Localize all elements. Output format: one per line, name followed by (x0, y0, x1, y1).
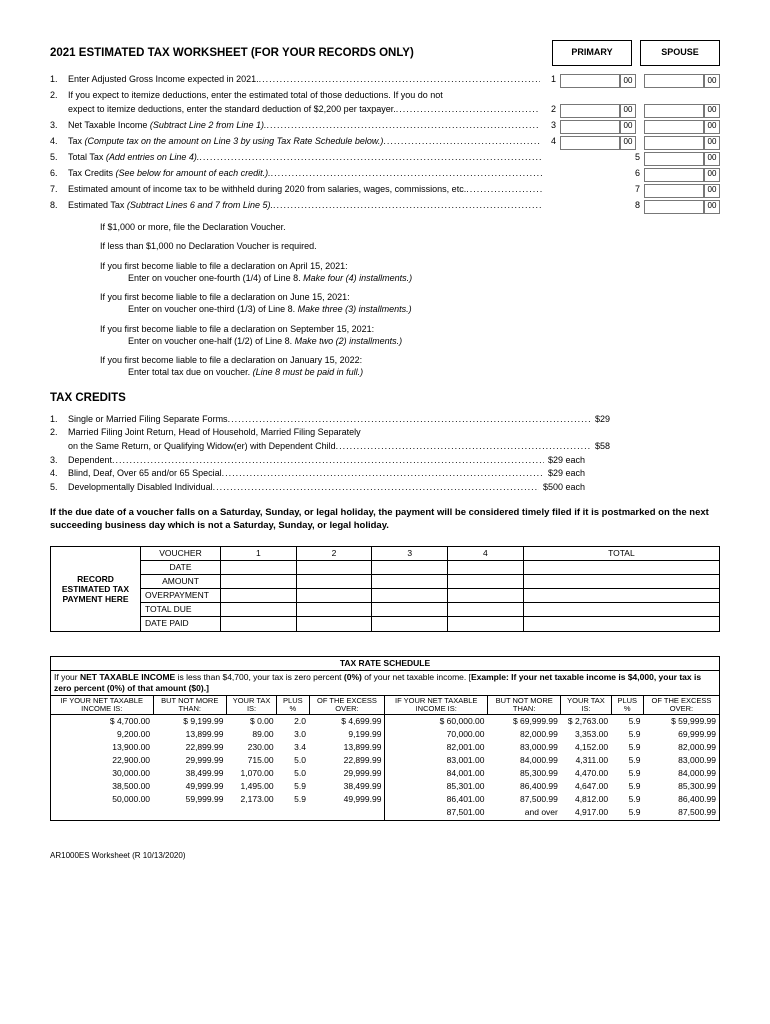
line-3-spouse-amt[interactable] (644, 120, 704, 134)
line-5: 5. Total Tax (Add entries on Line 4). 5 … (50, 152, 720, 166)
tax-credits-title: TAX CREDITS (50, 391, 720, 406)
form-footer: AR1000ES Worksheet (R 10/13/2020) (50, 851, 720, 861)
instr-0: If $1,000 or more, file the Declaration … (100, 222, 720, 234)
record-payment-table: RECORD ESTIMATED TAX PAYMENT HERE VOUCHE… (50, 546, 720, 631)
rate-title: TAX RATE SCHEDULE (51, 656, 720, 670)
line-2-primary-amt[interactable] (560, 104, 620, 118)
record-table-label: RECORD ESTIMATED TAX PAYMENT HERE (51, 547, 141, 631)
instr-4: If you first become liable to file a dec… (100, 324, 720, 347)
line-7: 7. Estimated amount of income tax to be … (50, 184, 720, 198)
line-4-primary-amt[interactable] (560, 136, 620, 150)
rate-intro: If your NET TAXABLE INCOME is less than … (51, 670, 720, 695)
rate-row: 50,000.0059,999.992,173.005.949,999.9986… (51, 793, 720, 806)
instr-1: If less than $1,000 no Declaration Vouch… (100, 241, 720, 253)
credit-5: 5. Developmentally Disabled Individual $… (50, 482, 720, 494)
line-8-amt[interactable] (644, 200, 704, 214)
line-4-spouse-amt[interactable] (644, 136, 704, 150)
line-4: 4. Tax (Compute tax on the amount on Lin… (50, 136, 720, 150)
worksheet-title: 2021 ESTIMATED TAX WORKSHEET (FOR YOUR R… (50, 40, 552, 61)
line-2b: expect to itemize deductions, enter the … (50, 104, 720, 118)
line-1: 1. Enter Adjusted Gross Income expected … (50, 74, 720, 88)
rate-row: $ 4,700.00$ 9,199.99$ 0.002.0$ 4,699.99$… (51, 715, 720, 729)
credit-1: 1. Single or Married Filing Separate For… (50, 414, 720, 426)
line-6: 6. Tax Credits (See below for amount of … (50, 168, 720, 182)
credit-2b: on the Same Return, or Qualifying Widow(… (50, 441, 720, 453)
instr-5: If you first become liable to file a dec… (100, 355, 720, 378)
instr-2: If you first become liable to file a dec… (100, 261, 720, 284)
line-8: 8. Estimated Tax (Subtract Lines 6 and 7… (50, 200, 720, 214)
due-date-note: If the due date of a voucher falls on a … (50, 506, 720, 533)
line-7-amt[interactable] (644, 184, 704, 198)
rate-headers: IF YOUR NET TAXABLE INCOME IS: BUT NOT M… (51, 695, 720, 715)
credit-2a: 2. Married Filing Joint Return, Head of … (50, 427, 720, 439)
credit-4: 4. Blind, Deaf, Over 65 and/or 65 Specia… (50, 468, 720, 480)
instr-3: If you first become liable to file a dec… (100, 292, 720, 315)
line-1-spouse-amt[interactable] (644, 74, 704, 88)
spouse-header: SPOUSE (640, 40, 720, 66)
line-1-text: Enter Adjusted Gross Income expected in … (68, 74, 540, 86)
instructions-block: If $1,000 or more, file the Declaration … (100, 222, 720, 379)
line-1-primary-amt[interactable] (560, 74, 620, 88)
rate-row: 9,200.0013,899.9989.003.09,199.9970,000.… (51, 728, 720, 741)
rate-row: 30,000.0038,499.991,070.005.029,999.9984… (51, 767, 720, 780)
line-6-amt[interactable] (644, 168, 704, 182)
line-2a: 2. If you expect to itemize deductions, … (50, 90, 720, 102)
rate-row: 87,501.00and over4,917.005.987,500.99 (51, 806, 720, 820)
line-5-amt[interactable] (644, 152, 704, 166)
credit-3: 3. Dependent $29 each (50, 455, 720, 467)
rate-row: 13,900.0022,899.99230.003.413,899.9982,0… (51, 741, 720, 754)
tax-rate-schedule: TAX RATE SCHEDULE If your NET TAXABLE IN… (50, 656, 720, 821)
line-3-primary-amt[interactable] (560, 120, 620, 134)
rate-row: 38,500.0049,999.991,495.005.938,499.9985… (51, 780, 720, 793)
primary-header: PRIMARY (552, 40, 632, 66)
primary-spouse-header: PRIMARY SPOUSE (552, 40, 720, 66)
rate-row: 22,900.0029,999.99715.005.022,899.9983,0… (51, 754, 720, 767)
header-row: 2021 ESTIMATED TAX WORKSHEET (FOR YOUR R… (50, 40, 720, 66)
line-2-spouse-amt[interactable] (644, 104, 704, 118)
line-3: 3. Net Taxable Income (Subtract Line 2 f… (50, 120, 720, 134)
